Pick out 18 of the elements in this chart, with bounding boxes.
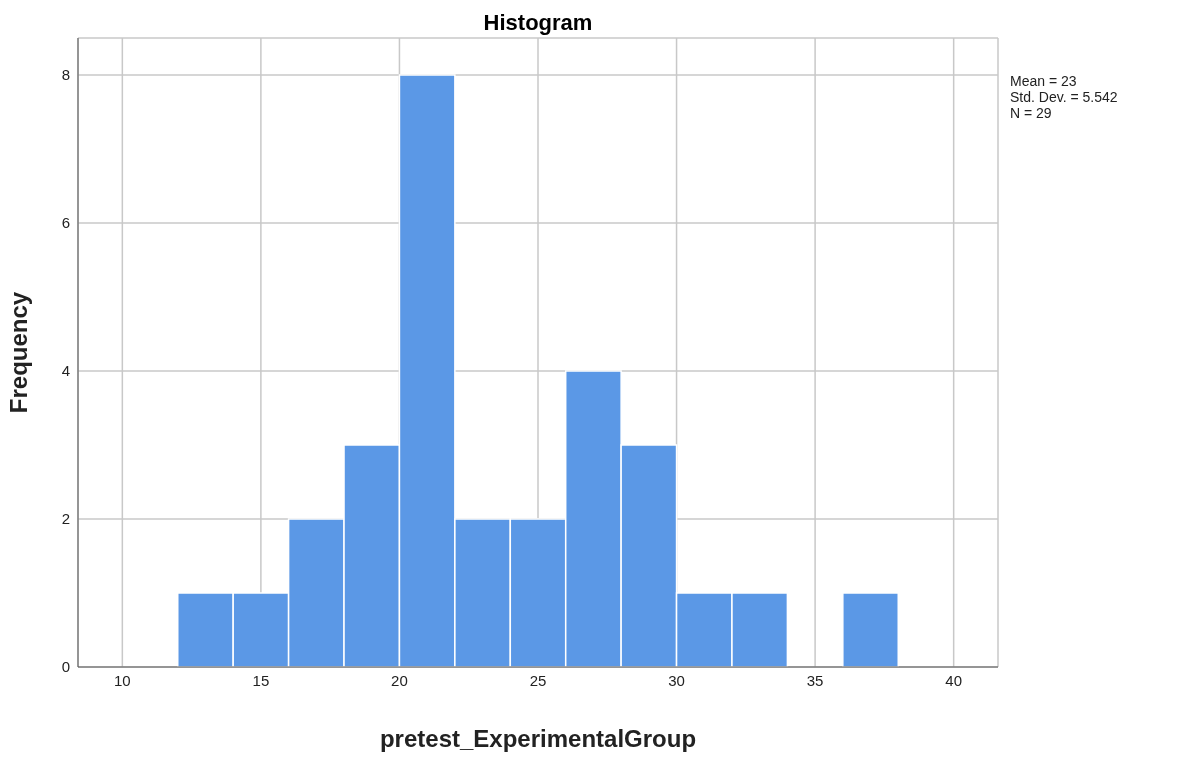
y-tick-label: 0 xyxy=(61,658,70,676)
y-tick-label: 2 xyxy=(61,510,70,528)
y-tick-label: 8 xyxy=(61,66,70,84)
text: Std. Dev. = 5.542 xyxy=(1010,89,1118,105)
y-tick-label: 6 xyxy=(61,214,70,232)
text: N = 29 xyxy=(1010,105,1053,121)
x-tick-label: 35 xyxy=(806,671,824,689)
text: Mean = 23 xyxy=(1010,73,1078,89)
x-tick-label: 40 xyxy=(945,671,963,689)
x-tick-label: 15 xyxy=(252,671,270,689)
y-axis-title: Frequency xyxy=(4,291,32,414)
y-tick-label: 4 xyxy=(61,362,70,380)
x-tick-label: 30 xyxy=(668,671,685,689)
x-tick-label: 10 xyxy=(113,671,131,689)
x-tick-label: 20 xyxy=(391,671,408,689)
chart-title: Histogram xyxy=(482,10,594,36)
x-tick-label: 25 xyxy=(529,671,547,689)
x-axis-title: pretest_ExperimentalGroup xyxy=(379,725,697,752)
